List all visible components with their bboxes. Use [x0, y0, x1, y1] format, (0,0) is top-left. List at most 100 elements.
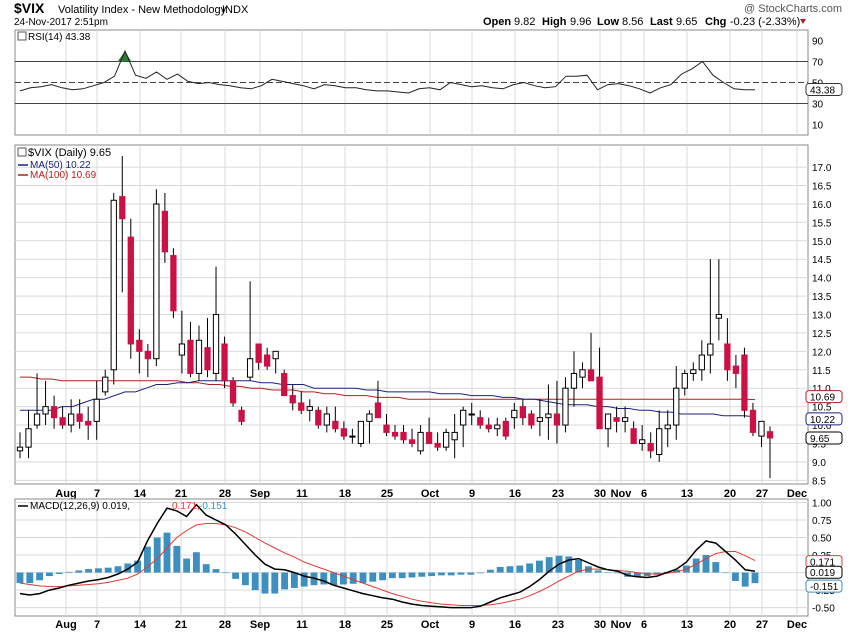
macd-histogram-bar — [535, 560, 543, 573]
candle-body — [681, 372, 688, 389]
macd-histogram-bar — [418, 572, 426, 577]
ma50-line — [20, 380, 756, 418]
x-tick-label: 28 — [219, 488, 231, 500]
ma100-line — [20, 376, 756, 401]
candle-body — [221, 343, 228, 382]
candle-body — [110, 199, 117, 371]
price-y-tick-label: 10.5 — [812, 403, 832, 414]
candle-body — [664, 424, 671, 430]
macd-histogram-bar — [183, 558, 191, 573]
x-tick-label: 7 — [94, 488, 100, 500]
candle-body — [383, 424, 390, 433]
open-value: 9.82 — [514, 16, 535, 28]
candle-body — [340, 428, 348, 437]
candle-body — [85, 420, 92, 426]
candle-body — [732, 365, 740, 374]
macd-histogram-bar — [437, 572, 445, 576]
rsi-legend: RSI(14) 43.38 — [28, 32, 91, 43]
candle-body — [298, 402, 305, 411]
symbol-label: $VIX — [14, 0, 45, 16]
macd-histogram-bar — [36, 572, 44, 581]
candle-body — [93, 398, 100, 422]
candle-body — [102, 376, 109, 393]
macd-histogram-bar — [388, 572, 396, 579]
candle-body — [204, 347, 211, 371]
candle-body — [758, 420, 765, 437]
last-price-tag-box — [805, 431, 843, 445]
macd-histogram-bar — [290, 572, 298, 588]
x-tick-label: Dec — [787, 488, 807, 500]
macd-histogram-bar — [232, 572, 240, 579]
macd-histogram-bar — [575, 559, 583, 573]
macd-histogram-bar — [594, 570, 602, 573]
chg-label: Chg — [705, 16, 726, 28]
x-tick-label: 11 — [296, 488, 308, 500]
macd-histogram-bar — [300, 572, 308, 587]
x-tick-label: 23 — [552, 488, 564, 500]
macd-histogram-bar — [143, 546, 151, 573]
candle-body — [570, 372, 578, 389]
x-tick-label: 7 — [94, 619, 100, 631]
macd-histogram-bar — [65, 571, 73, 573]
candle-body — [136, 339, 143, 352]
macd-signal-line — [19, 523, 756, 606]
x-tick-label: 30 — [594, 619, 606, 631]
candle-body — [741, 354, 748, 411]
candle-body — [349, 435, 356, 438]
macd-histogram-bar — [330, 572, 338, 586]
macd-histogram-bar — [261, 572, 269, 594]
macd-histogram-bar — [75, 570, 83, 573]
candle-body — [238, 409, 245, 422]
macd-histogram-bar — [163, 532, 171, 573]
x-tick-label: 20 — [724, 488, 736, 500]
candle-body — [76, 413, 83, 422]
macd-hist-tag: -0.151 — [810, 582, 839, 593]
candle-body — [16, 446, 24, 452]
chg-value: -0.23 (-2.33%) — [730, 16, 800, 28]
macd-histogram-bar — [408, 572, 416, 578]
candle-body — [519, 406, 526, 419]
macd-histogram-bar — [320, 572, 328, 585]
low-value: 8.56 — [622, 16, 643, 28]
candle-body — [715, 314, 723, 319]
x-tick-label: 25 — [381, 488, 393, 500]
macd-line — [19, 503, 756, 609]
candle-body — [281, 372, 288, 397]
candle-body — [332, 420, 339, 430]
macd-histogram-bar — [26, 572, 34, 584]
x-tick-label: Oct — [421, 488, 440, 500]
candle-body — [212, 314, 220, 374]
macd-panel: 1.000.750.500.250.00-0.25-0.50MACD(12,26… — [14, 498, 843, 631]
x-tick-label: 21 — [175, 619, 187, 631]
rsi-line — [19, 49, 755, 94]
macd-legend-hist: -0.151 — [199, 501, 228, 512]
rsi-y-tick-label: 70 — [812, 58, 824, 69]
rsi-y-tick-label: 10 — [812, 121, 824, 132]
candle-body — [528, 413, 535, 426]
watermark: @ StockCharts.com — [744, 3, 842, 15]
price-y-tick-label: 9.0 — [812, 458, 826, 469]
macd-histogram-bar — [271, 572, 279, 594]
macd-histogram-bar — [741, 572, 749, 587]
x-tick-label: Nov — [611, 619, 633, 631]
candle-body — [485, 424, 492, 430]
ma100-value-tag: 10.69 — [810, 393, 835, 404]
x-tick-label: 14 — [134, 488, 147, 500]
candle-body — [315, 409, 322, 426]
macd-histogram-bar — [545, 557, 553, 573]
price-y-tick-label: 9.5 — [812, 439, 826, 450]
candle-body — [153, 203, 160, 360]
macd-histogram-bar — [104, 567, 112, 573]
candle-body — [255, 343, 262, 363]
macd-histogram-bar — [16, 572, 24, 584]
macd-histogram-bar — [241, 572, 249, 586]
macd-histogram-bar — [565, 556, 573, 573]
macd-histogram-bar — [712, 562, 720, 573]
candle-body — [195, 339, 203, 374]
macd-histogram-bar — [124, 563, 132, 573]
candle-body — [698, 354, 705, 371]
macd-histogram-bar — [281, 572, 289, 590]
x-tick-label: 6 — [641, 619, 647, 631]
